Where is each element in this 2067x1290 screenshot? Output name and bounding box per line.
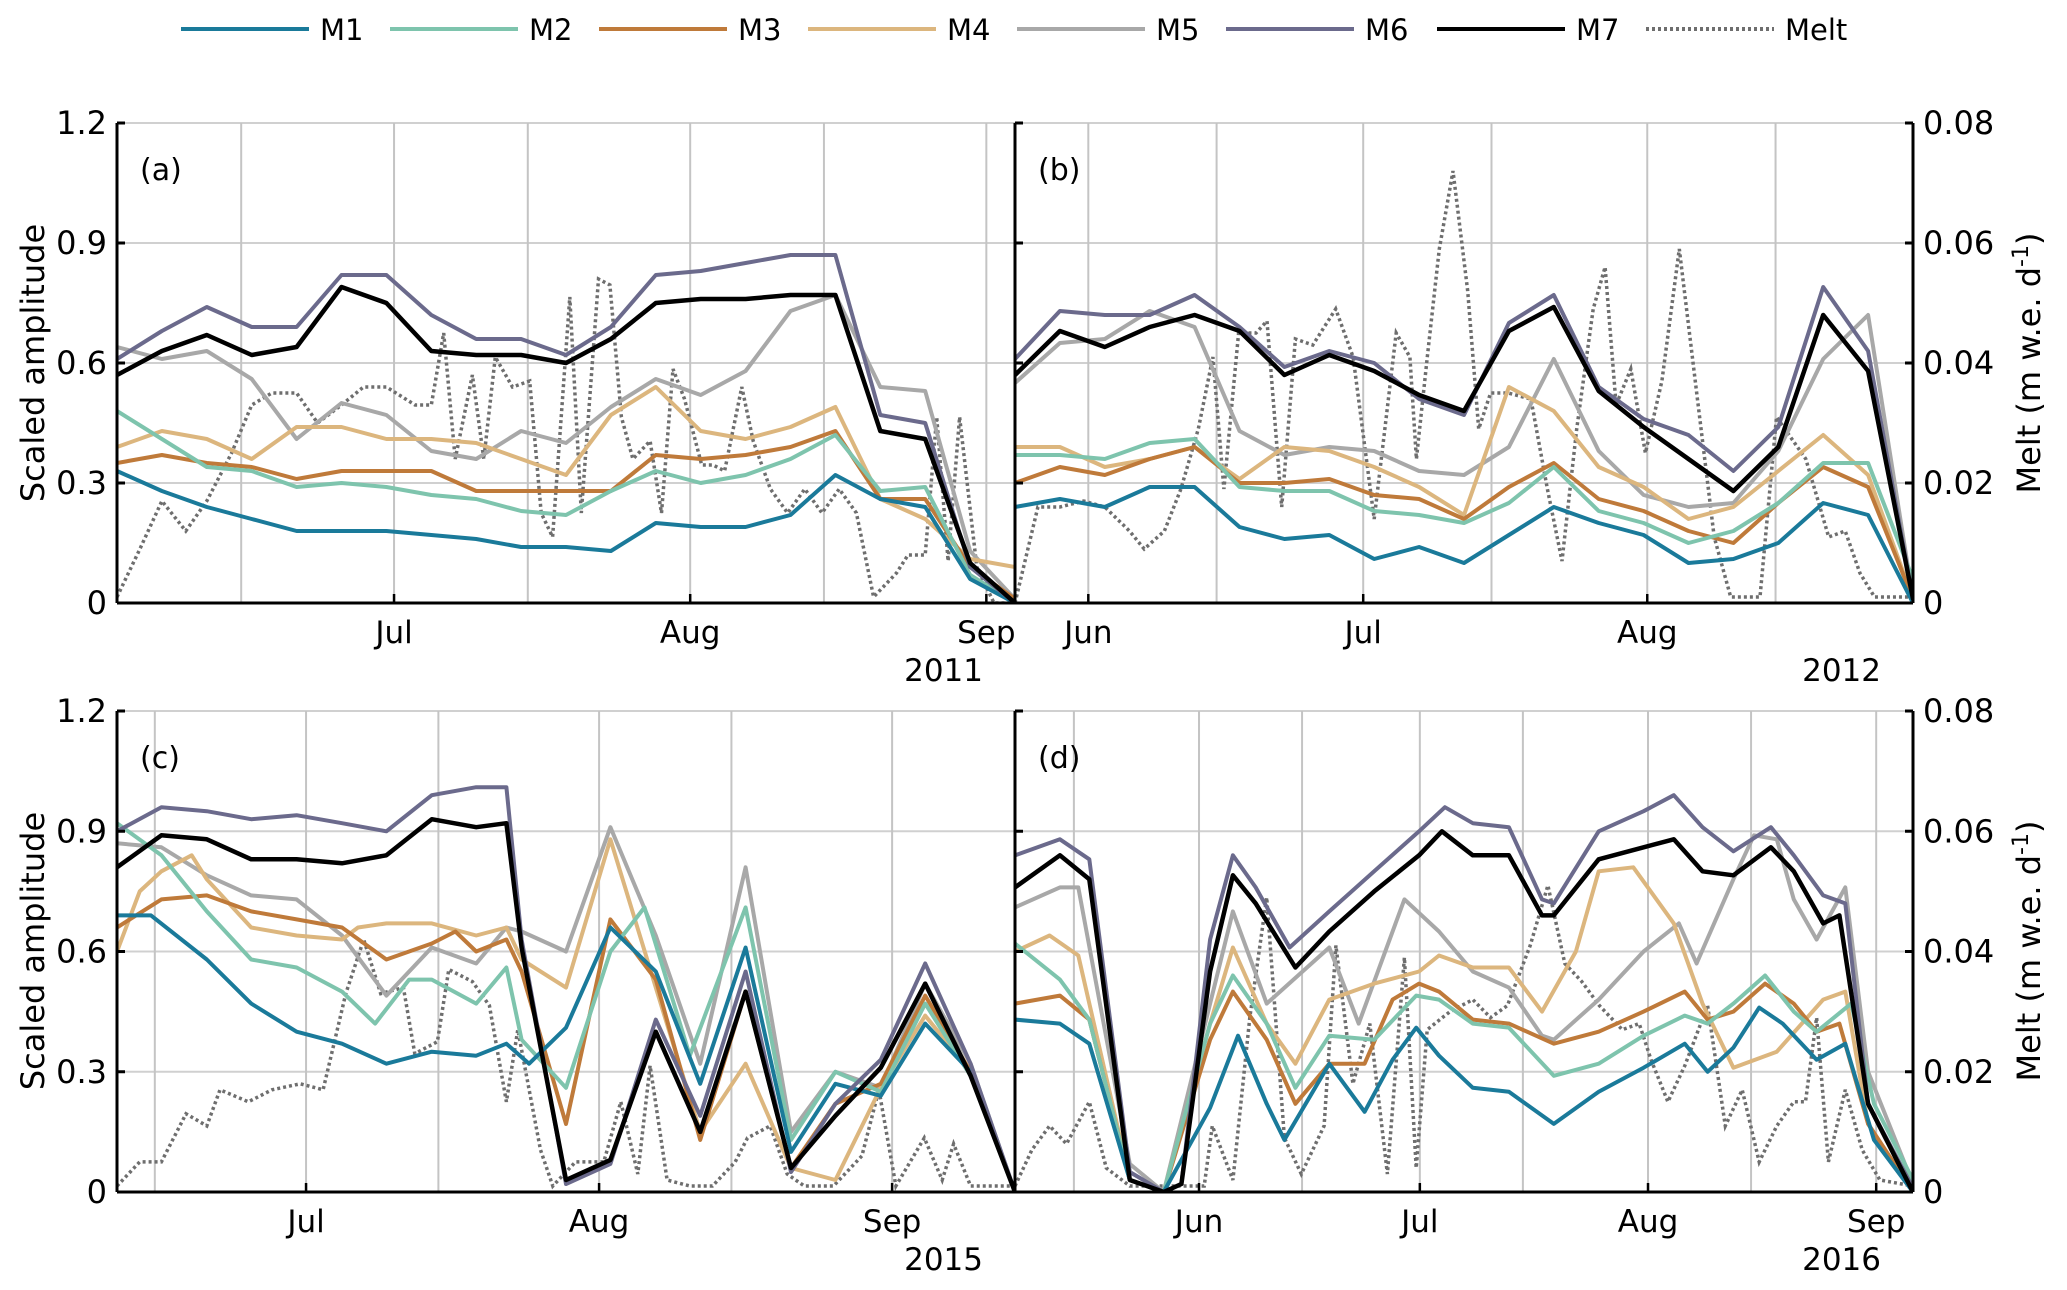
x-tick-label-jun: Jun (1173, 1204, 1223, 1240)
y-tick-label: 0 (87, 1173, 107, 1211)
y-tick-label: 0.3 (56, 1053, 107, 1091)
series-m5 (117, 825, 1015, 1192)
x-tick-label-aug: Aug (660, 615, 721, 651)
series-m2 (1015, 437, 1913, 581)
x-tick-label-sep: Sep (1847, 1204, 1905, 1240)
panel-label: (d) (1038, 741, 1080, 776)
right-ylabel-top: Melt (m w.e. d-1) (2009, 233, 2048, 494)
series-m5 (1015, 833, 1913, 1192)
left-ylabel-bottom: Scaled amplitude (14, 812, 52, 1090)
right-ylabel-bottom: Melt (m w.e. d-1) (2009, 821, 2048, 1082)
right-y-tick-label: 0 (1923, 1173, 1943, 1211)
x-tick-label-aug: Aug (1618, 1204, 1679, 1240)
year-label: 2016 (1802, 1242, 1881, 1278)
series-m6 (117, 253, 1015, 603)
y-tick-label: 0.9 (56, 224, 107, 262)
legend-label-m3: M3 (738, 13, 781, 47)
panel-label: (b) (1038, 153, 1080, 188)
series-m5 (117, 293, 1015, 601)
series-melt (117, 276, 1015, 603)
series-m1 (117, 469, 1015, 603)
series-m1 (117, 913, 1015, 1192)
series-m2 (117, 409, 1015, 603)
panel-label: (a) (140, 153, 182, 188)
right-y-tick-label: 0 (1923, 584, 1943, 622)
y-tick-label: 0.6 (56, 344, 107, 382)
series-m6 (1015, 285, 1913, 601)
x-tick-label-jul: Jul (1343, 615, 1382, 651)
series-melt (117, 933, 1015, 1191)
right-y-tick-label: 0.06 (1923, 224, 1994, 262)
right-y-tick-label: 0.02 (1923, 1053, 1994, 1091)
legend-label-m5: M5 (1156, 13, 1199, 47)
series-m5 (1015, 309, 1913, 601)
series-m2 (1015, 941, 1913, 1192)
series-m1 (1015, 1005, 1913, 1192)
x-tick-label-jul: Jul (373, 615, 412, 651)
legend-label-melt: Melt (1785, 13, 1847, 47)
series-m4 (117, 385, 1015, 569)
y-tick-label: 1.2 (56, 692, 107, 730)
x-tick-label-aug: Aug (569, 1204, 630, 1240)
year-label: 2012 (1802, 653, 1881, 689)
left-ylabel-top: Scaled amplitude (14, 224, 52, 502)
x-tick-label-aug: Aug (1617, 615, 1678, 651)
panel-b: 0 0.02 0.04 0.06 0.08 Jun Jul Aug 2012 (b) (1013, 104, 1994, 689)
legend-label-m2: M2 (529, 13, 572, 47)
series-m4 (1015, 865, 1913, 1192)
y-tick-label: 1.2 (56, 104, 107, 142)
right-y-tick-label: 0.04 (1923, 933, 1994, 971)
legend-label-m6: M6 (1365, 13, 1408, 47)
series-m3 (117, 429, 1015, 601)
series-m7 (1015, 829, 1913, 1192)
legend-label-m1: M1 (320, 13, 363, 47)
panel-label: (c) (140, 741, 180, 776)
series-m7 (117, 284, 1015, 603)
y-tick-label: 0.3 (56, 464, 107, 502)
legend: M1 M2 M3 M4 M5 M6 M7 Melt (181, 13, 1847, 47)
y-tick-label: 0.9 (56, 812, 107, 850)
right-y-tick-label: 0.08 (1923, 692, 1994, 730)
series-m4 (117, 837, 1015, 1192)
series-m3 (1015, 445, 1913, 601)
right-y-tick-label: 0.04 (1923, 344, 1994, 382)
series-m3 (117, 893, 1015, 1192)
legend-label-m4: M4 (947, 13, 990, 47)
series-group (117, 253, 1015, 603)
x-tick-label-sep: Sep (957, 615, 1015, 651)
x-tick-label-sep: Sep (863, 1204, 921, 1240)
year-label: 2011 (904, 653, 983, 689)
right-y-tick-label: 0.06 (1923, 812, 1994, 850)
x-tick-label-jul: Jul (1399, 1204, 1438, 1240)
series-melt (1015, 884, 1913, 1188)
year-label: 2015 (904, 1242, 983, 1278)
right-y-tick-label: 0.02 (1923, 464, 1994, 502)
y-tick-label: 0.6 (56, 933, 107, 971)
series-m2 (117, 821, 1015, 1192)
series-m3 (1015, 981, 1913, 1192)
right-y-tick-label: 0.08 (1923, 104, 1994, 142)
legend-label-m7: M7 (1576, 13, 1619, 47)
series-m7 (117, 816, 1015, 1192)
y-tick-label: 0 (87, 584, 107, 622)
series-group (117, 785, 1015, 1192)
x-tick-label-jul: Jul (285, 1204, 324, 1240)
series-m1 (1015, 485, 1913, 603)
series-melt (1015, 170, 1913, 603)
series-group (1015, 170, 1913, 603)
series-m7 (1015, 304, 1913, 602)
series-group (1015, 793, 1913, 1192)
x-tick-label-jun: Jun (1062, 615, 1112, 651)
